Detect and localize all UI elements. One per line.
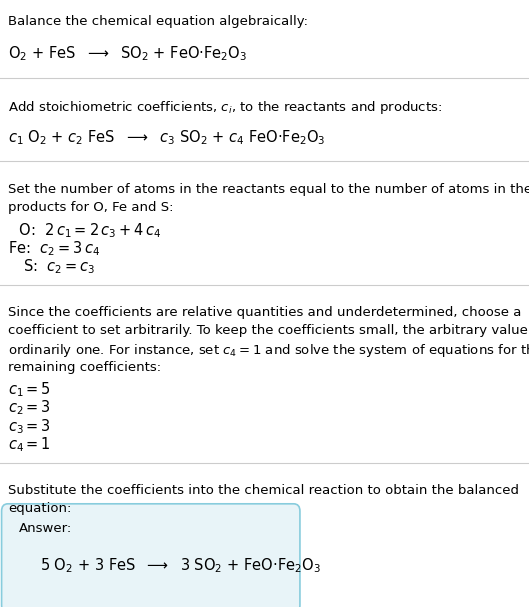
Text: equation:: equation: [8,502,71,515]
Text: Since the coefficients are relative quantities and underdetermined, choose a: Since the coefficients are relative quan… [8,306,521,319]
Text: $c_2 = 3$: $c_2 = 3$ [8,399,51,418]
Text: Substitute the coefficients into the chemical reaction to obtain the balanced: Substitute the coefficients into the che… [8,484,519,497]
Text: remaining coefficients:: remaining coefficients: [8,361,161,373]
Text: ordinarily one. For instance, set $c_4 = 1$ and solve the system of equations fo: ordinarily one. For instance, set $c_4 =… [8,342,529,359]
Text: coefficient to set arbitrarily. To keep the coefficients small, the arbitrary va: coefficient to set arbitrarily. To keep … [8,324,529,337]
Text: Answer:: Answer: [19,522,72,535]
Text: Set the number of atoms in the reactants equal to the number of atoms in the: Set the number of atoms in the reactants… [8,183,529,195]
Text: products for O, Fe and S:: products for O, Fe and S: [8,201,174,214]
Text: S:  $c_2 = c_3$: S: $c_2 = c_3$ [14,257,96,276]
Text: Add stoichiometric coefficients, $c_i$, to the reactants and products:: Add stoichiometric coefficients, $c_i$, … [8,99,442,116]
Text: $c_1 = 5$: $c_1 = 5$ [8,381,51,399]
Text: $5$ O$_2$ + $3$ FeS  $\longrightarrow$  $3$ SO$_2$ + FeO·Fe$_2$O$_3$: $5$ O$_2$ + $3$ FeS $\longrightarrow$ $3… [40,557,321,575]
Text: O:  $2\,c_1 = 2\,c_3 + 4\,c_4$: O: $2\,c_1 = 2\,c_3 + 4\,c_4$ [14,221,161,240]
Text: $c_1$ O$_2$ + $c_2$ FeS  $\longrightarrow$  $c_3$ SO$_2$ + $c_4$ FeO·Fe$_2$O$_3$: $c_1$ O$_2$ + $c_2$ FeS $\longrightarrow… [8,128,325,147]
Text: Fe:  $c_2 = 3\,c_4$: Fe: $c_2 = 3\,c_4$ [8,239,100,258]
Text: $c_4 = 1$: $c_4 = 1$ [8,435,51,454]
Text: Balance the chemical equation algebraically:: Balance the chemical equation algebraica… [8,15,308,28]
FancyBboxPatch shape [2,504,300,607]
Text: O$_2$ + FeS  $\longrightarrow$  SO$_2$ + FeO·Fe$_2$O$_3$: O$_2$ + FeS $\longrightarrow$ SO$_2$ + F… [8,44,247,63]
Text: $c_3 = 3$: $c_3 = 3$ [8,417,51,436]
